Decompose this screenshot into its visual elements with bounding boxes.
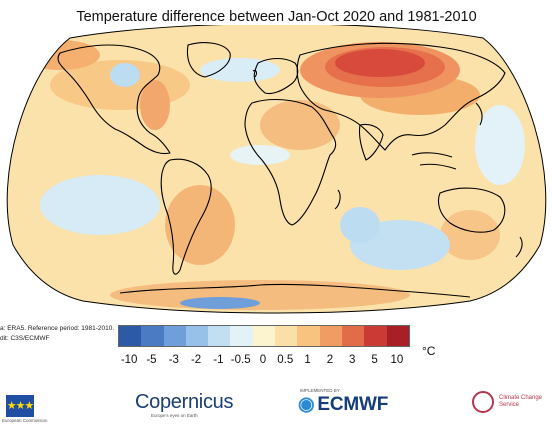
copernicus-tagline: Europe's eyes on Earth: [151, 413, 198, 418]
copernicus-logo: Copernicus Europe's eyes on Earth: [135, 391, 234, 418]
scale-tick-label: -3: [168, 354, 179, 366]
color-swatch-8: [297, 326, 320, 346]
color-swatch-7: [275, 326, 298, 346]
color-swatch-1: [141, 326, 164, 346]
eu-caption: European Commission: [2, 418, 48, 423]
scale-tick-label: -5: [146, 354, 157, 366]
color-swatch-5: [230, 326, 253, 346]
ccs-name: Climate Change Service: [499, 395, 543, 408]
logo-bar: ★★★ European Commission Copernicus Europ…: [0, 385, 553, 425]
color-swatch-12: [386, 326, 409, 346]
climate-change-service-logo: Climate Change Service: [472, 391, 549, 413]
scale-tick-label: -0.5: [230, 354, 251, 366]
scale-tick-label: 2: [326, 354, 334, 366]
color-swatch-0: [119, 326, 142, 346]
color-scale: [118, 325, 410, 347]
scale-tick-label: 10: [390, 354, 404, 366]
color-swatch-9: [319, 326, 342, 346]
color-swatch-6: [252, 326, 276, 346]
color-swatch-11: [364, 326, 387, 346]
temperature-anomaly-map: [6, 25, 547, 314]
scale-tick-label: -1: [213, 354, 224, 366]
scale-tick-label: 3: [349, 354, 356, 366]
unit-label: °C: [422, 344, 436, 358]
scale-tick-label: 5: [371, 354, 378, 366]
map-title: Temperature difference between Jan-Oct 2…: [76, 9, 477, 25]
color-scale-labels: -10 -5 -3 -2 -1 -0.5 0 0.5 1 2 3 5 10: [118, 354, 408, 368]
ecmwf-implemented-by: IMPLEMENTED BY: [300, 388, 340, 393]
ecmwf-logo: IMPLEMENTED BY ◉ ECMWF: [298, 388, 388, 416]
source-line-2: dit: C3S/ECMWF: [0, 335, 50, 342]
ccs-emblem-icon: [472, 391, 494, 413]
scale-tick-label: -2: [190, 354, 202, 366]
source-line-1: a: ERA5. Reference period: 1981-2010.: [0, 325, 115, 332]
eu-flag-icon: ★★★: [6, 395, 34, 417]
scale-tick-label: 0.5: [277, 354, 294, 366]
scale-tick-label: -10: [120, 354, 138, 366]
ecmwf-name: ECMWF: [317, 394, 389, 415]
ecmwf-symbol-icon: ◉: [298, 394, 315, 415]
color-swatch-3: [185, 326, 209, 346]
color-swatch-10: [341, 326, 365, 346]
source-note: a: ERA5. Reference period: 1981-2010. di…: [0, 324, 114, 344]
color-swatch-2: [163, 326, 186, 346]
copernicus-name: Copernicus: [135, 391, 234, 413]
color-swatch-4: [208, 326, 231, 346]
scale-tick-label: 1: [304, 354, 311, 366]
scale-tick-label: 0: [259, 354, 267, 366]
